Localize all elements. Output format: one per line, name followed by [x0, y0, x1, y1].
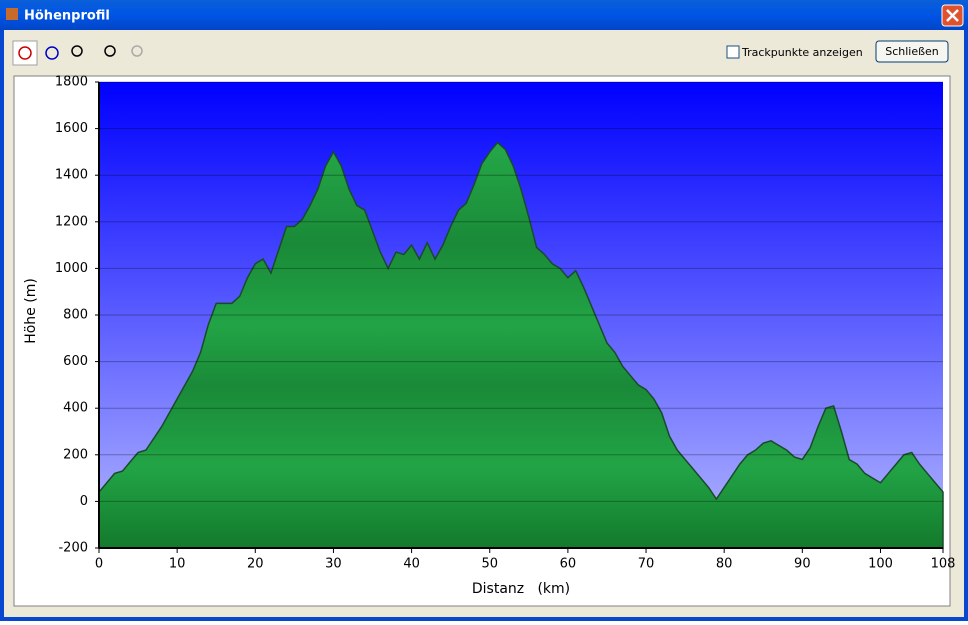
x-tick-label: 70	[638, 557, 655, 572]
x-tick-label: 20	[247, 557, 264, 572]
checkbox-label[interactable]: Trackpunkte anzeigen	[741, 46, 863, 59]
tool-zoom-in[interactable]	[104, 45, 116, 57]
x-tick-label: 0	[95, 557, 103, 572]
chart: -200 0 200 400 600 800 1000 1200 1400 1600 1800 0 10…	[23, 75, 955, 598]
y-axis-label: Höhe (m)	[23, 278, 39, 344]
icon	[18, 46, 32, 60]
y-tick-label: 200	[63, 447, 88, 462]
x-tick-label: 40	[403, 557, 420, 572]
tool-crosshair-blue[interactable]	[45, 46, 59, 60]
title-bar	[0, 0, 968, 30]
x-axis-label: Distanz (km)	[472, 581, 570, 597]
close-icon	[946, 9, 959, 22]
y-tick-label: 1400	[55, 168, 88, 183]
tool-zoom-out[interactable]	[131, 45, 143, 57]
y-tick-label: 1200	[55, 214, 88, 229]
window-title: Höhenprofil	[24, 9, 110, 24]
elevation-area	[98, 141, 944, 549]
y-tick-label: 1600	[55, 121, 88, 136]
tool-crosshair[interactable]	[12, 40, 38, 66]
y-tick-label: 800	[63, 308, 88, 323]
y-tick-label: 1000	[55, 261, 88, 276]
app-icon	[6, 8, 18, 20]
x-tick-label: 80	[716, 557, 733, 572]
x-tick-label: 50	[481, 557, 498, 572]
y-tick-label: 0	[80, 494, 88, 509]
tool-zoom-box[interactable]	[71, 45, 83, 57]
x-tick-label: 100	[868, 557, 893, 572]
close-button-label[interactable]: Schließen	[885, 45, 939, 58]
y-tick-label: 1800	[55, 75, 88, 90]
x-tick-label: 60	[560, 557, 577, 572]
y-tick-label: 600	[63, 354, 88, 369]
close-button[interactable]	[875, 40, 949, 63]
x-tick-label: 30	[325, 557, 342, 572]
checkbox[interactable]	[726, 45, 740, 59]
y-tick-label: -200	[58, 541, 88, 556]
x-tick-label: 108	[931, 557, 956, 572]
y-tick-label: 400	[63, 401, 88, 416]
x-tick-label: 90	[794, 557, 811, 572]
x-tick-label: 10	[169, 557, 186, 572]
